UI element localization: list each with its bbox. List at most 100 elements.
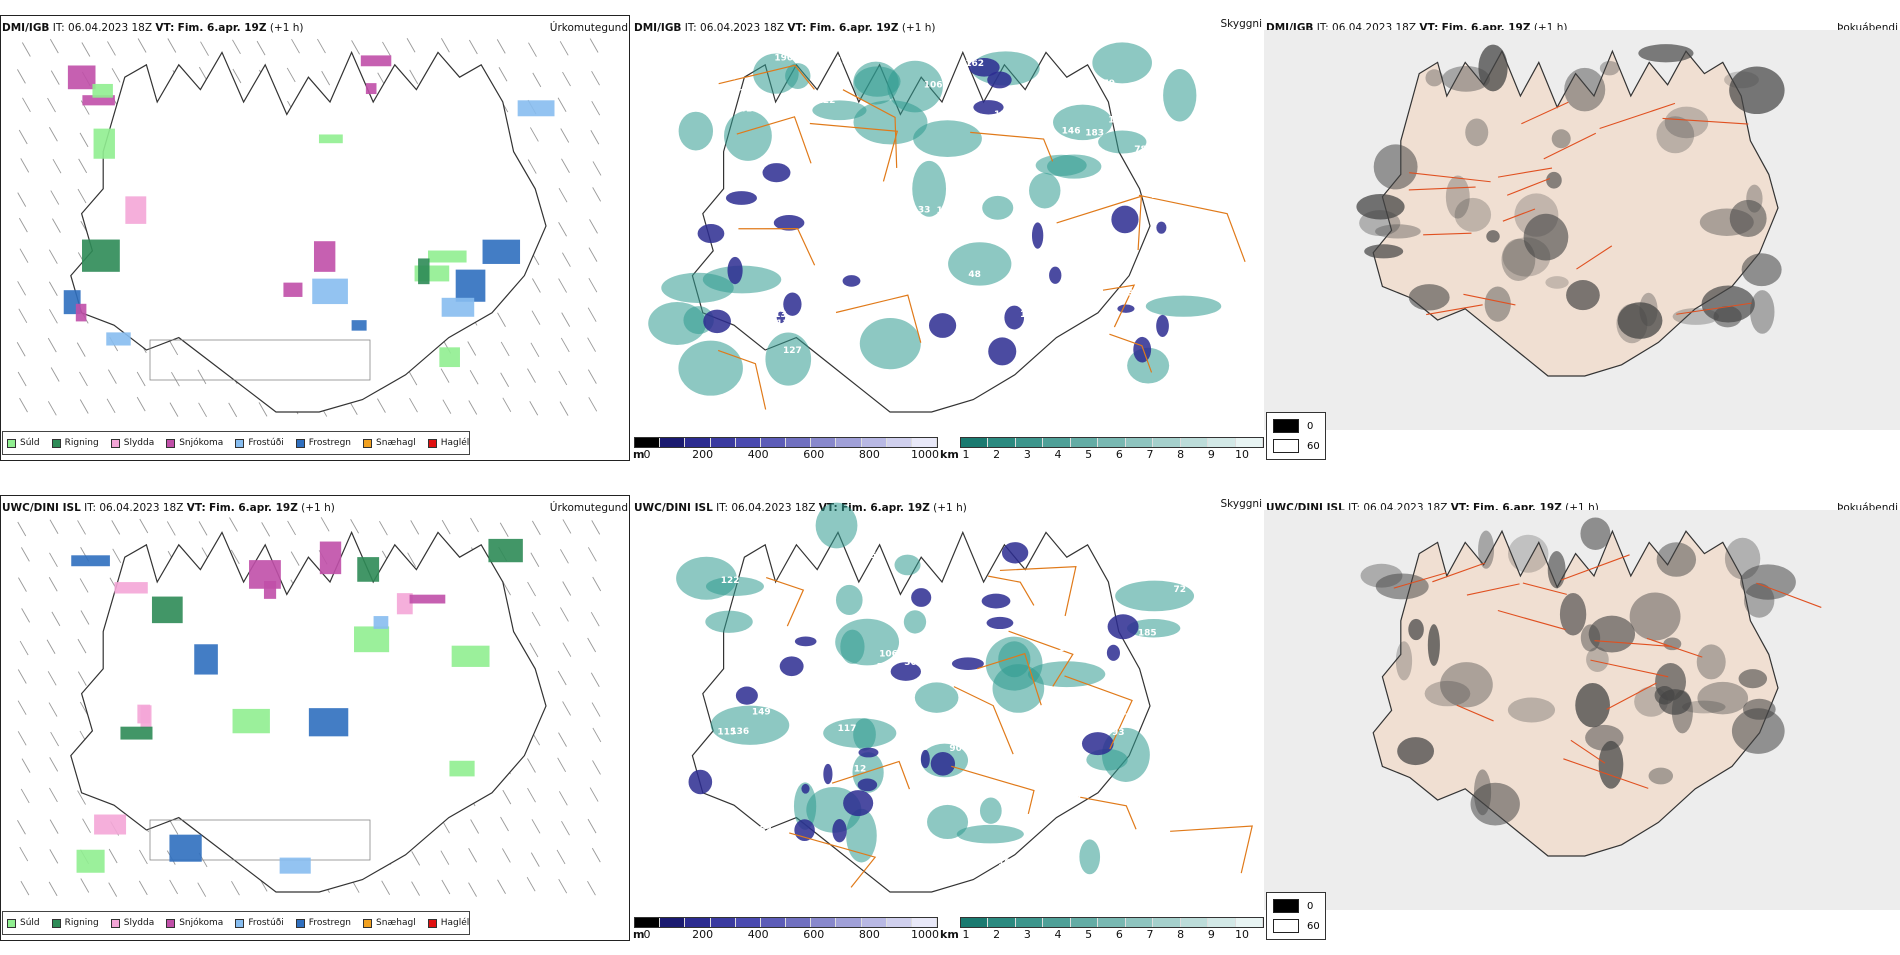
wind-barb [562,252,571,267]
legend-swatch [427,918,437,928]
precip-map [16,38,602,418]
wind-barb [111,68,121,83]
wind-barb [49,38,59,54]
wind-barb [562,581,572,596]
road [1599,102,1676,129]
wind-barb [591,847,601,863]
fog-index-area [1580,517,1611,550]
fog-index-area [1375,573,1429,600]
legend-swatch [110,438,120,448]
precip-cell [93,128,115,159]
wind-barb [562,701,571,716]
low-visibility-area [840,629,865,664]
wind-barb [559,401,569,416]
wind-barb [200,41,209,56]
cloud-base-label: 78 [1134,145,1147,155]
low-cloud-base-area [725,191,757,205]
fog-index-area [1442,66,1490,92]
wind-barb [49,309,58,324]
wind-barb [560,337,570,353]
road [1432,562,1486,583]
low-cloud-base-area [951,657,984,671]
wind-barb [79,371,88,387]
low-cloud-base-area [988,337,1017,366]
road [842,89,898,168]
wind-barb [16,342,26,357]
legend-item: Snæhagl [363,918,416,928]
wind-barb [17,371,27,387]
wind-barb [442,399,452,414]
low-visibility-area [894,554,921,576]
low-cloud-base-area [968,58,1000,77]
wind-barb [591,70,600,86]
legend-swatch [235,918,245,928]
fog-index-area [1743,583,1775,618]
wind-barb [229,517,238,532]
wind-barb [441,879,451,895]
wind-barb [52,218,61,233]
fog-index-area [1616,303,1648,344]
fog-index-area [1598,740,1624,789]
wind-barb [527,787,536,803]
low-visibility-area [1027,661,1106,688]
road [789,832,877,888]
fog-index-area [1546,171,1562,189]
wind-barb [561,820,570,836]
low-visibility-area [887,60,943,113]
wind-barb [228,402,238,418]
fog-index-panel: UWC/DINI ISL IT: 06.04.2023 18Z VT: Fim.… [1264,480,1900,955]
wind-barb [587,637,597,653]
wind-barb [411,851,421,866]
wind-barb [590,611,600,627]
wind-barb [350,519,359,534]
fog-index-area [1656,542,1697,577]
road [1590,659,1669,678]
legend-label: Frostúði [248,438,284,448]
wind-barb [592,760,601,775]
fog-index-area [1575,682,1610,728]
low-cloud-base-area [783,292,802,316]
legend-swatch [363,918,373,928]
wind-barb [197,369,207,385]
wind-barb [558,878,568,894]
wind-barb [377,398,386,413]
wind-barb [169,340,179,356]
low-cloud-base-area [1081,732,1114,756]
wind-barb [18,308,28,324]
wind-barb [500,816,509,832]
cloud-base-label: 227 [1063,794,1082,804]
precip-cell [71,555,110,567]
wind-barb [107,369,117,384]
low-cloud-base-area [842,275,861,287]
wind-barb [500,341,510,357]
wind-barb [558,278,567,293]
road [1576,245,1613,270]
road [1756,582,1822,608]
wind-barb [48,281,58,296]
fog-index-area [1664,106,1709,139]
road [835,294,922,343]
fog-index-area [1629,592,1681,641]
wind-barb [587,337,596,352]
wind-barb [556,849,566,865]
cloud-base-label: 117 [838,724,857,734]
wind-barb [77,790,86,805]
wind-barb [468,882,477,897]
visibility-panel: UWC/DINI ISL IT: 06.04.2023 18Z VT: Fim.… [632,480,1264,955]
road [1409,172,1491,183]
wind-barb [18,577,27,592]
fog-index-area [1738,669,1768,689]
wind-barb [169,402,179,417]
wind-barb [527,368,536,383]
wind-barb [528,42,537,57]
cloud-base-label: 41 [740,104,753,114]
fog-index-area [1731,708,1785,754]
precip-cell [455,269,486,302]
wind-barb [198,521,208,536]
precip-cell [169,834,202,862]
wind-barb [79,578,89,593]
precip-cell [194,644,218,675]
wind-barb [50,367,60,382]
precip-cell [396,593,413,615]
wind-barb [527,758,536,773]
